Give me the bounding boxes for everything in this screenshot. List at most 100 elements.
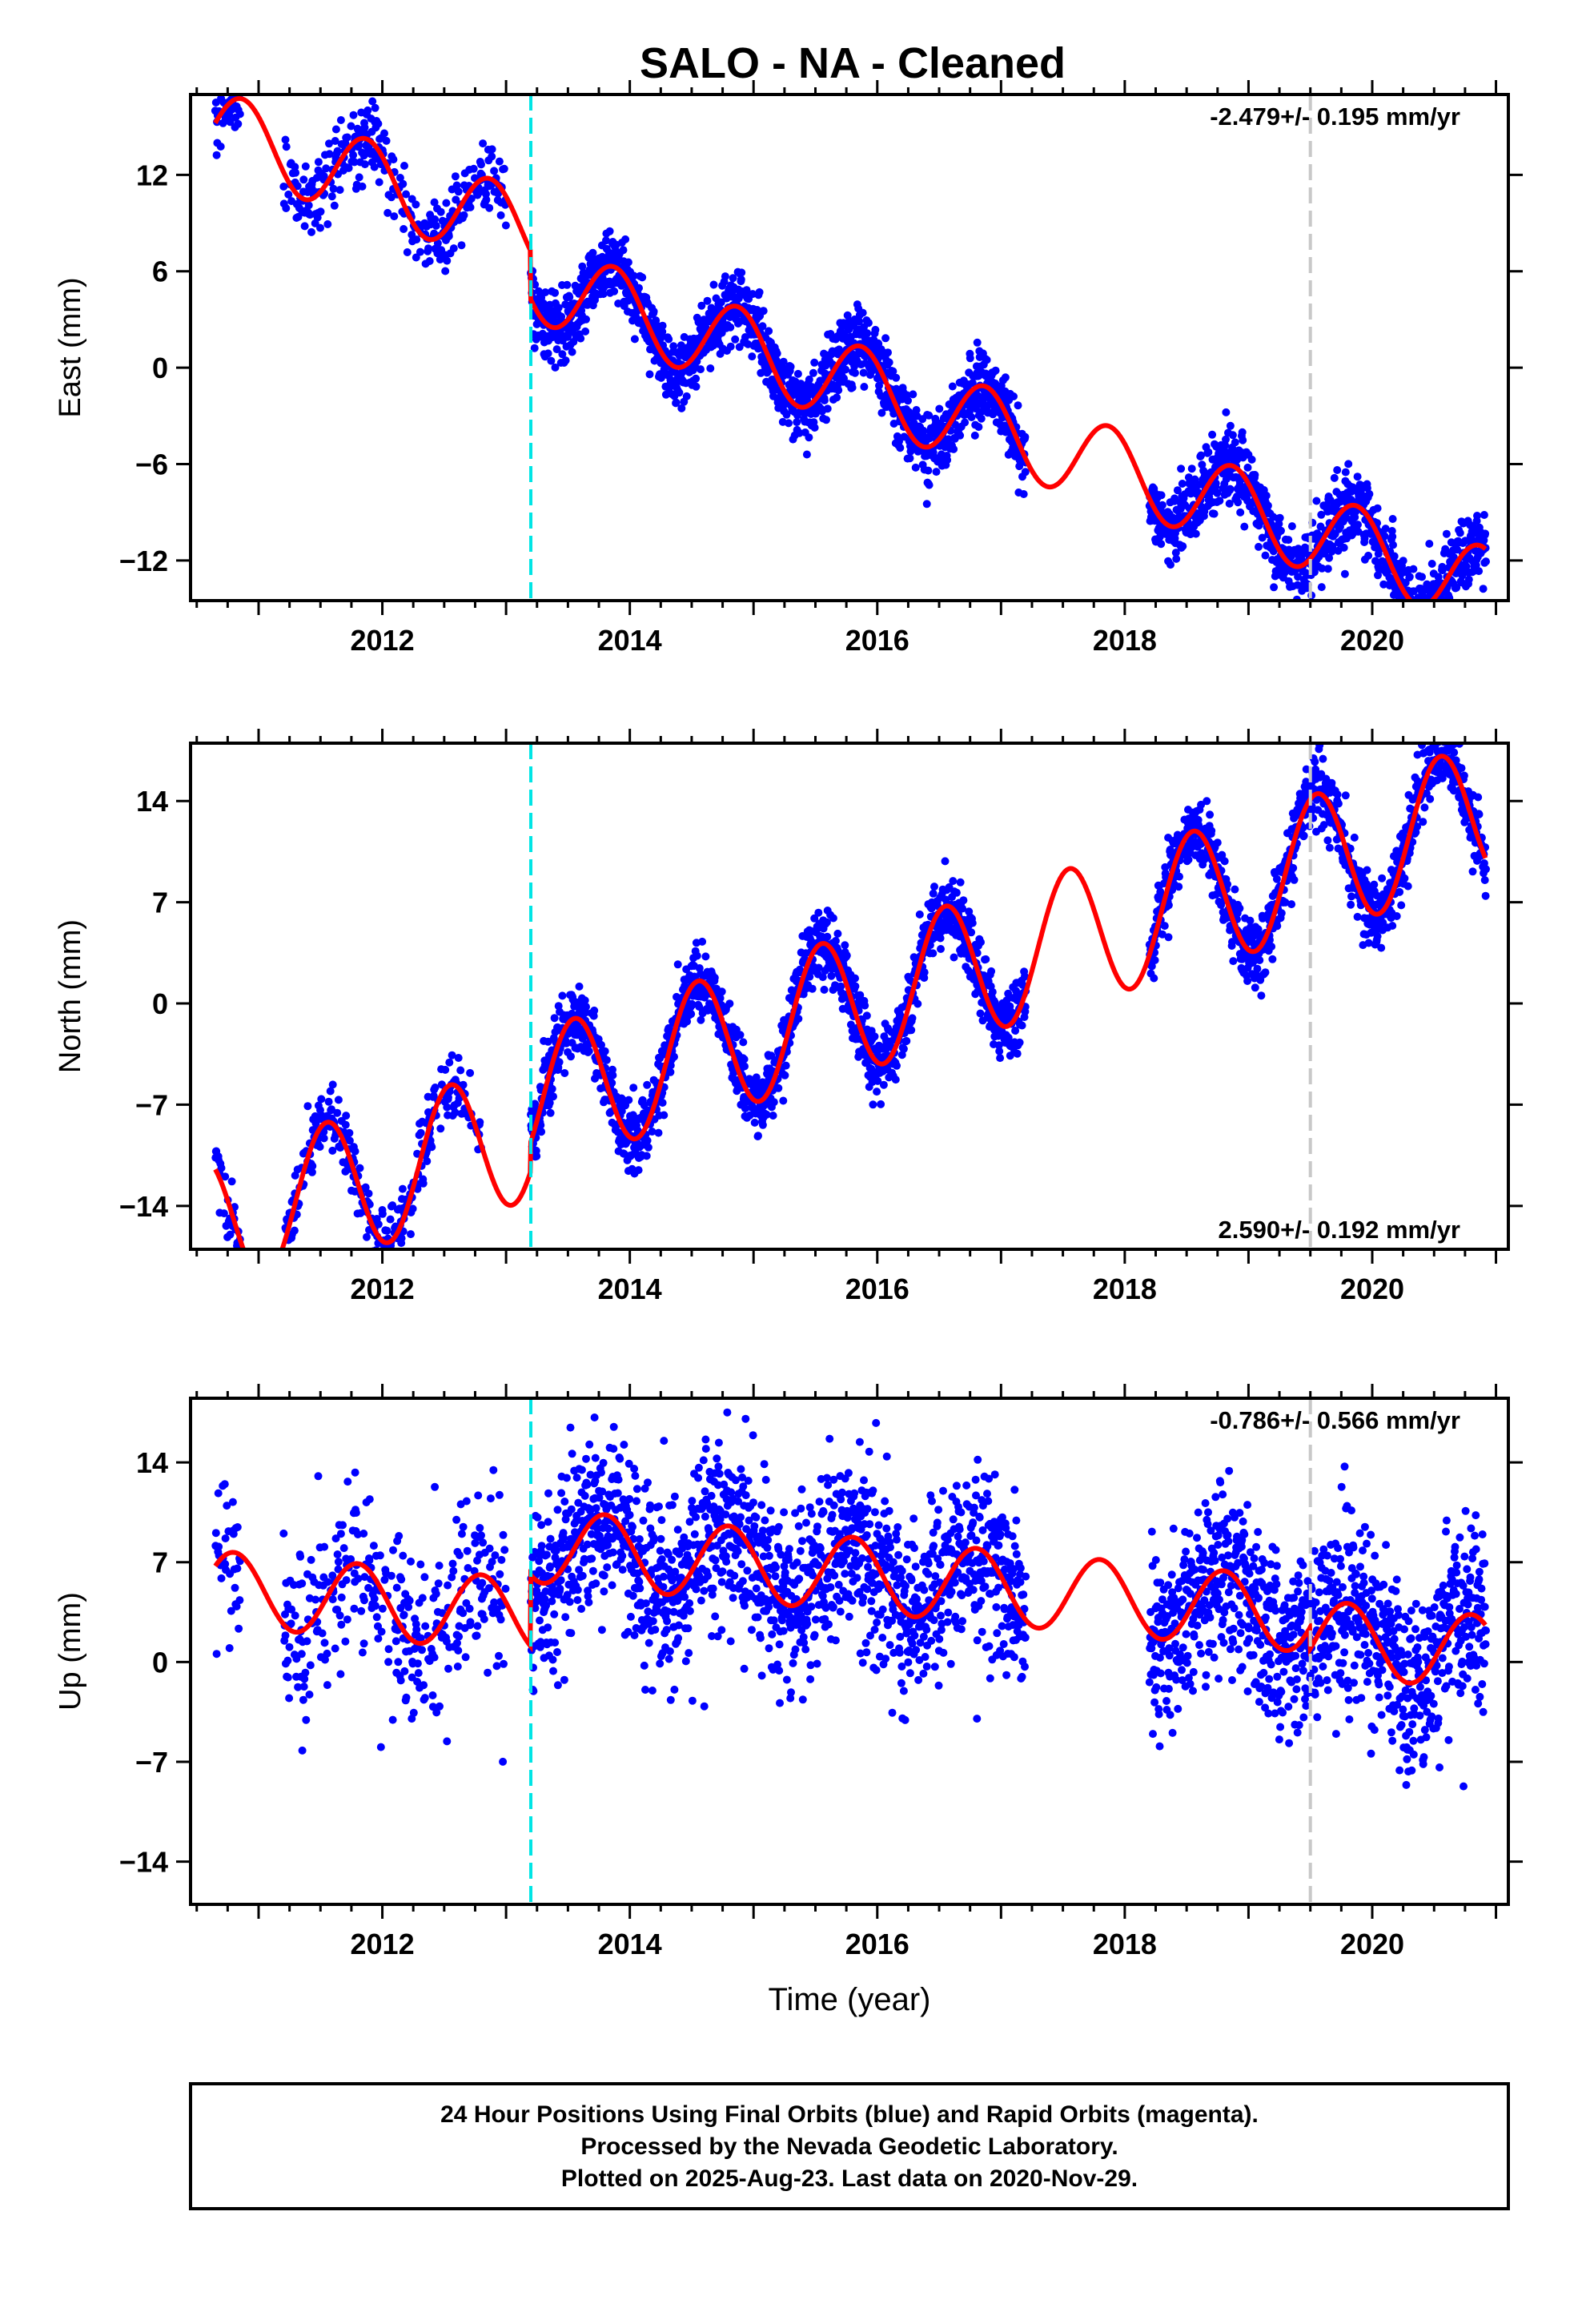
north-data-point xyxy=(769,1112,777,1120)
east-data-point xyxy=(1423,604,1431,612)
east-data-point xyxy=(1354,521,1362,529)
east-data-point xyxy=(1277,526,1285,535)
north-data-point xyxy=(648,1128,656,1136)
east-data-point xyxy=(1419,612,1427,620)
north-data-point xyxy=(416,1128,425,1137)
east-data-point xyxy=(1210,509,1219,518)
east-data-point xyxy=(544,349,552,358)
north-data-point xyxy=(837,982,845,991)
east-data-point xyxy=(1287,522,1296,531)
east-data-point xyxy=(1187,464,1196,473)
north-data-point xyxy=(454,1054,463,1062)
north-data-point xyxy=(476,1118,484,1127)
east-data-point xyxy=(1341,468,1350,476)
north-data-point xyxy=(319,1134,328,1143)
north-data-point xyxy=(941,857,950,866)
east-data-point xyxy=(974,392,982,400)
north-data-point xyxy=(291,1171,299,1180)
east-data-point xyxy=(848,384,857,392)
north-data-point xyxy=(355,1164,364,1172)
east-x-tick-label: 2016 xyxy=(845,624,909,657)
east-data-point xyxy=(1405,602,1413,610)
east-data-point xyxy=(855,317,864,326)
north-data-point xyxy=(861,1001,869,1010)
east-data-point xyxy=(358,182,367,191)
north-data-point xyxy=(842,951,851,960)
east-data-point xyxy=(1157,540,1166,549)
east-data-point xyxy=(602,236,610,245)
north-data-point xyxy=(443,1103,452,1112)
north-data-point xyxy=(644,1143,652,1152)
east-data-point xyxy=(906,447,915,456)
north-data-point xyxy=(226,1230,235,1239)
east-data-point xyxy=(1414,604,1422,612)
east-data-point xyxy=(1374,571,1382,580)
north-data-point xyxy=(920,968,929,977)
east-data-point xyxy=(885,358,893,367)
east-data-point xyxy=(889,367,897,376)
east-data-point xyxy=(1415,607,1423,615)
north-data-point xyxy=(217,1164,226,1172)
north-data-point xyxy=(582,1003,590,1011)
north-data-point xyxy=(877,1100,885,1108)
east-data-point xyxy=(1419,641,1427,649)
east-data-point xyxy=(1251,471,1259,479)
north-data-point xyxy=(1150,974,1158,983)
east-data-point xyxy=(335,186,344,195)
east-data-point xyxy=(881,334,890,343)
east-data-point xyxy=(350,158,359,167)
north-data-point xyxy=(827,971,836,980)
east-data-point xyxy=(1434,573,1443,581)
north-data-point xyxy=(740,1055,749,1063)
east-data-point xyxy=(430,198,439,207)
east-data-point xyxy=(692,374,701,383)
east-data-point xyxy=(547,356,556,365)
north-data-point xyxy=(555,1058,564,1067)
east-data-point xyxy=(482,195,491,204)
east-data-point xyxy=(360,123,369,132)
north-data-point xyxy=(378,1209,387,1218)
east-data-point xyxy=(325,139,333,148)
east-data-point xyxy=(558,350,567,359)
north-data-point xyxy=(949,877,958,886)
east-data-point xyxy=(1418,633,1426,641)
north-data-point xyxy=(873,1076,882,1085)
east-data-point xyxy=(851,368,859,377)
east-data-point xyxy=(706,364,715,372)
east-data-point xyxy=(782,410,791,419)
east-data-point xyxy=(820,396,829,404)
east-data-point xyxy=(905,454,914,463)
east-data-point xyxy=(1407,605,1415,613)
east-data-point xyxy=(554,304,563,312)
east-data-point xyxy=(1427,560,1436,568)
north-data-point xyxy=(333,1108,342,1117)
north-data-point xyxy=(1002,996,1011,1005)
east-data-point xyxy=(329,184,338,193)
north-data-point xyxy=(995,1047,1004,1055)
north-data-point xyxy=(831,936,840,945)
east-data-point xyxy=(1171,549,1180,557)
north-data-point xyxy=(364,1189,373,1198)
east-data-point xyxy=(557,312,566,321)
north-data-point xyxy=(879,1080,888,1089)
east-data-point xyxy=(1177,464,1186,473)
north-data-point xyxy=(697,1015,705,1024)
north-data-point xyxy=(368,1250,376,1258)
north-data-point xyxy=(370,1252,378,1261)
east-data-point xyxy=(1428,630,1436,638)
north-data-point xyxy=(287,1255,295,1263)
north-data-point xyxy=(822,918,831,927)
north-data-point xyxy=(1207,826,1216,835)
north-data-point xyxy=(851,974,859,983)
east-data-point xyxy=(466,203,475,211)
east-data-point xyxy=(336,116,345,124)
north-data-point xyxy=(716,994,725,1003)
east-frame xyxy=(189,93,1510,602)
east-data-point xyxy=(331,125,340,134)
east-data-point xyxy=(1157,491,1166,500)
east-data-point xyxy=(412,235,421,244)
north-data-point xyxy=(316,1106,324,1115)
east-data-point xyxy=(1420,619,1428,627)
